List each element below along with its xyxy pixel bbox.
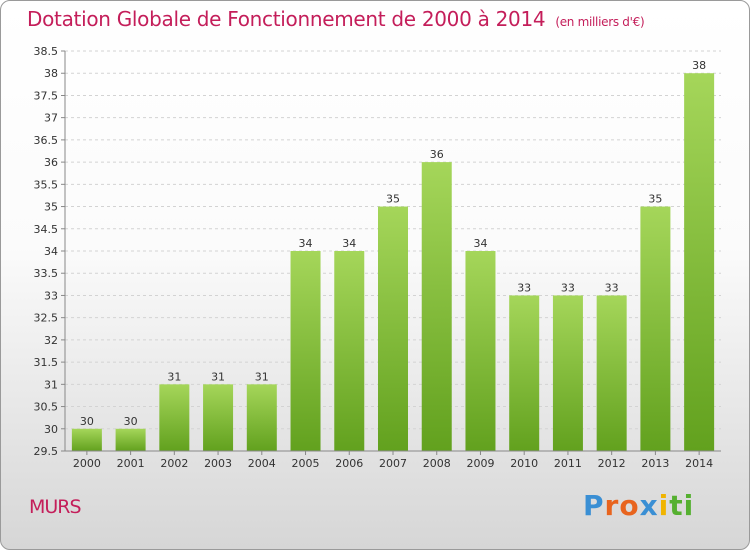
y-tick-label: 36 [44,156,58,169]
labels: 30 30 31 31 31 34 34 35 36 34 33 33 33 35 38 [80,59,706,428]
x-tick-label: 2014 [685,457,713,470]
proxiti-logo: Proxiti [583,489,694,522]
bar-value-label: 33 [517,281,531,294]
y-tick-label: 36.5 [34,134,59,147]
x-tick-label: 2012 [598,457,626,470]
bar [421,162,452,451]
logo-letter: o [619,489,640,522]
x-tick-label: 2007 [379,457,407,470]
chart-title: Dotation Globale de Fonctionnement de 20… [27,7,645,31]
y-tick-label: 37 [44,112,58,125]
y-tick-label: 31.5 [34,356,59,369]
x-tick-label: 2005 [292,457,320,470]
bar [246,384,277,451]
bars [71,73,715,451]
x-tick-label: 2004 [248,457,276,470]
commune-name: MURS [29,496,82,518]
bar-value-label: 30 [124,415,138,428]
bar [290,251,321,451]
chart-title-text: Dotation Globale de Fonctionnement de 20… [27,7,546,31]
bar-value-label: 34 [299,237,313,250]
bar [378,206,408,451]
bar-value-label: 35 [648,193,662,206]
x-tick-label: 2009 [466,457,494,470]
y-tick-label: 32.5 [34,312,59,325]
bar-value-label: 35 [386,193,400,206]
y-tick-label: 35.5 [34,178,59,191]
x-tick-label: 2011 [554,457,582,470]
x-tick-label: 2006 [335,457,363,470]
bar-value-label: 31 [211,370,225,383]
y-tick-label: 33.5 [34,267,59,280]
bar [465,251,496,451]
x-tick-label: 2010 [510,457,538,470]
y-tick-label: 30.5 [34,401,59,414]
x-tick-label: 2000 [73,457,101,470]
y-tick-label: 31 [44,378,58,391]
y-tick-label: 34 [44,245,58,258]
x-tick-label: 2013 [641,457,669,470]
bar-value-label: 34 [473,237,487,250]
x-tick-label: 2003 [204,457,232,470]
bar [159,384,190,451]
bar [334,251,365,451]
bar [596,295,627,451]
bar [640,206,671,451]
y-tick-label: 29.5 [34,445,59,458]
bar-value-label: 31 [255,370,269,383]
bar [509,295,540,451]
bar [71,428,102,451]
y-tick-label: 30 [44,423,58,436]
y-tick-label: 33 [44,289,58,302]
bar-value-label: 33 [561,281,575,294]
y-tick-label: 37.5 [34,89,59,102]
bar-value-label: 30 [80,415,94,428]
y-tick-label: 35 [44,201,58,214]
bar-value-label: 38 [692,59,706,72]
bar-value-label: 31 [167,370,181,383]
bar [684,73,715,451]
logo-letter: t [669,489,684,522]
x-tick-label: 2008 [423,457,451,470]
y-tick-label: 38.5 [34,45,59,58]
bar-value-label: 33 [605,281,619,294]
x-tick-label: 2002 [160,457,188,470]
bar [552,295,583,451]
logo-letter: P [583,489,605,522]
logo-letter: i [658,489,670,522]
bar [115,428,146,451]
logo-letter: i [683,489,695,522]
x-tick-label: 2001 [117,457,145,470]
y-tick-label: 34.5 [34,223,59,236]
y-tick-label: 32 [44,334,58,347]
logo-letter: r [604,489,620,522]
bar-value-label: 36 [430,148,444,161]
chart-unit-note: (en milliers d'€) [555,15,645,29]
axes: 29.5 30 30.5 31 31.5 32 32.5 33 33.5 34 34.5 35 35.5… [34,45,721,470]
logo-letter: x [639,489,659,522]
bar [203,384,234,451]
y-tick-label: 38 [44,67,58,80]
bar-value-label: 34 [342,237,356,250]
